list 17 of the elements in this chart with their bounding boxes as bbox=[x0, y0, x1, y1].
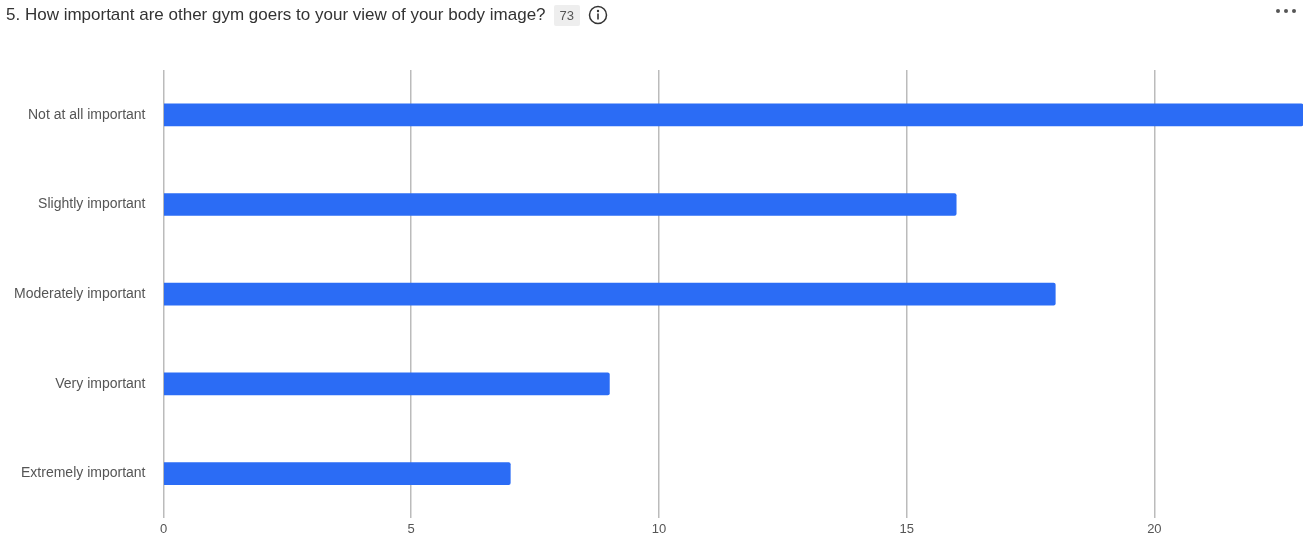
y-tick-label: Very important bbox=[55, 374, 146, 391]
bar bbox=[163, 372, 610, 396]
x-tick-label: 0 bbox=[159, 520, 168, 536]
x-tick-label: 15 bbox=[899, 520, 914, 536]
x-tick-label: 5 bbox=[407, 520, 415, 536]
x-tick-label: 10 bbox=[651, 520, 667, 536]
y-tick-label: Slightly important bbox=[38, 195, 146, 212]
x-tick-label: 20 bbox=[1147, 520, 1162, 536]
y-tick-label: Extremely important bbox=[21, 464, 146, 481]
bar bbox=[163, 462, 511, 485]
bar bbox=[163, 193, 957, 216]
chart-title: 5. How important are other gym goers to your view of your body image? bbox=[6, 5, 546, 25]
y-tick-label: Not at all important bbox=[28, 105, 146, 122]
text: 73 bbox=[553, 5, 581, 26]
bar bbox=[163, 103, 1303, 127]
bar bbox=[163, 282, 1056, 306]
y-tick-label: Moderately important bbox=[13, 285, 146, 302]
